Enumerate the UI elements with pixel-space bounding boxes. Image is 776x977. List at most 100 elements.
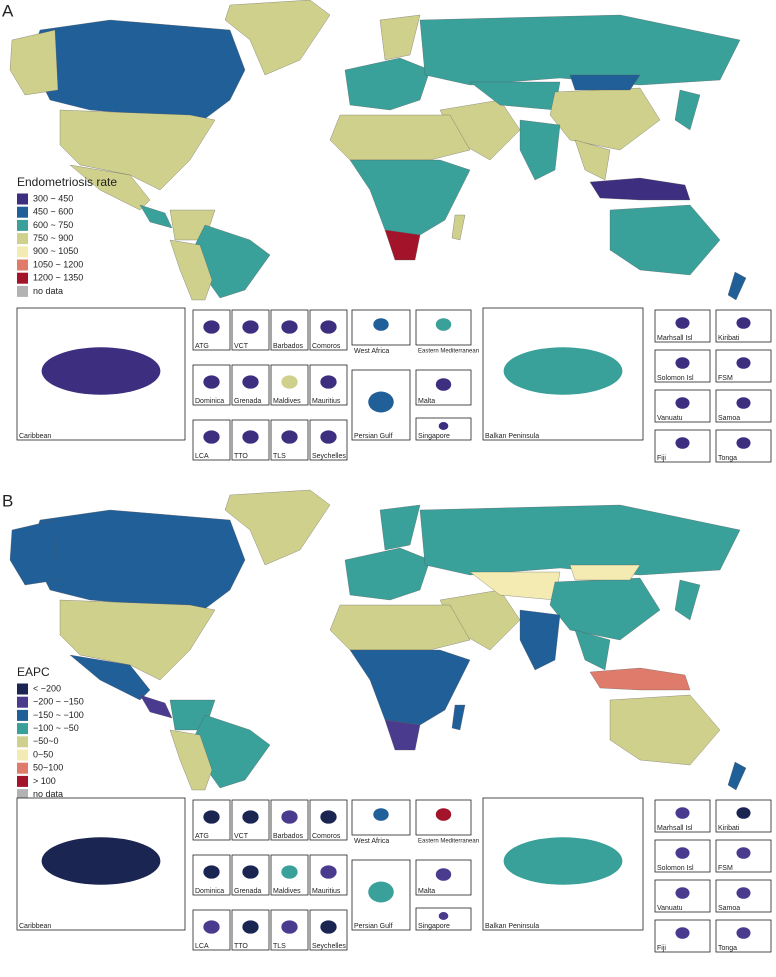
inset-land	[435, 808, 452, 821]
country	[224, 489, 331, 566]
inset-land	[203, 865, 220, 879]
country	[329, 114, 471, 161]
legend-label: −150 ~ −100	[33, 710, 84, 720]
inset-land	[373, 318, 389, 331]
inset-land	[438, 422, 449, 430]
inset-land	[242, 320, 259, 334]
inset-land	[675, 397, 690, 409]
inset-land	[736, 887, 751, 899]
inset-label: Solomon Isl	[657, 865, 694, 872]
inset-box	[351, 369, 411, 441]
inset-label: Mauritius	[312, 398, 341, 405]
inset-label: ATG	[195, 833, 209, 840]
inset-label: Samoa	[718, 415, 740, 422]
country	[349, 649, 471, 726]
inset-label: Kiribati	[718, 825, 740, 832]
legend-label: 1200 ~ 1350	[33, 273, 83, 283]
inset-label: Vanuatu	[657, 415, 683, 422]
country	[419, 14, 741, 86]
legend-swatch	[17, 683, 28, 695]
legend-label: 450 ~ 600	[33, 207, 73, 217]
inset-label: Fiji	[657, 945, 666, 952]
country	[569, 564, 641, 581]
inset-label: Malta	[418, 398, 435, 405]
inset-label: Marhsall Isl	[657, 825, 693, 832]
inset-land	[435, 318, 452, 331]
inset-land	[203, 375, 220, 389]
legend-label: −100 ~ −50	[33, 723, 79, 733]
inset-land	[281, 810, 298, 824]
country	[69, 164, 151, 211]
inset-label: Maldives	[273, 398, 301, 405]
country	[139, 204, 173, 229]
panel-label: A	[2, 1, 14, 20]
legend-title: EAPC	[17, 665, 50, 679]
country	[674, 579, 701, 621]
inset-land	[675, 887, 690, 899]
country	[329, 604, 471, 651]
inset-land	[242, 810, 259, 824]
inset-label: Balkan Peninsula	[485, 923, 539, 930]
inset-label: Eastern Mediterranean	[418, 349, 479, 355]
inset-land	[320, 920, 337, 934]
inset-land	[320, 810, 337, 824]
legend-swatch	[17, 723, 28, 735]
country	[519, 609, 561, 671]
country	[379, 14, 421, 61]
inset-land	[736, 317, 751, 329]
inset-label: Vanuatu	[657, 905, 683, 912]
inset-land	[373, 808, 389, 821]
country	[549, 577, 661, 641]
inset-label: Persian Gulf	[354, 433, 393, 440]
country	[589, 177, 691, 201]
country	[609, 694, 721, 766]
inset-land	[281, 920, 298, 934]
legend-swatch	[17, 233, 28, 245]
inset-label: Solomon Isl	[657, 375, 694, 382]
country	[344, 57, 431, 111]
inset-land	[281, 430, 298, 444]
inset-label: TTO	[234, 943, 248, 950]
inset-label: Balkan Peninsula	[485, 433, 539, 440]
country	[419, 504, 741, 576]
inset-label: TLS	[273, 943, 286, 950]
inset-land	[281, 375, 298, 389]
legend-label: 900 ~ 1050	[33, 246, 78, 256]
legend-label: < −200	[33, 683, 61, 693]
inset-label: Kiribati	[718, 335, 740, 342]
legend-label: 50~100	[33, 763, 63, 773]
inset-label: Persian Gulf	[354, 923, 393, 930]
country	[224, 0, 331, 76]
country	[569, 74, 641, 91]
inset-label: Caribbean	[19, 923, 51, 930]
country	[169, 239, 213, 301]
inset-land	[675, 807, 690, 819]
inset-label: LCA	[195, 943, 209, 950]
legend-swatch	[17, 696, 28, 708]
country	[574, 139, 611, 181]
inset-land	[503, 837, 623, 885]
inset-land	[242, 920, 259, 934]
inset-label: West Africa	[354, 348, 389, 355]
country	[139, 694, 173, 719]
inset-land	[320, 320, 337, 334]
legend-label: −50~0	[33, 736, 59, 746]
inset-land	[281, 320, 298, 334]
country	[609, 204, 721, 276]
inset-label: Seychelles	[312, 453, 346, 460]
country	[384, 229, 421, 261]
inset-land	[320, 375, 337, 389]
inset-label: Marhsall Isl	[657, 335, 693, 342]
inset-label: Grenada	[234, 398, 261, 405]
inset-land	[736, 357, 751, 369]
inset-label: FSM	[718, 865, 733, 872]
legend-label: 600 ~ 750	[33, 220, 73, 230]
inset-label: Grenada	[234, 888, 261, 895]
legend-swatch	[17, 709, 28, 721]
legend-swatch	[17, 789, 28, 801]
inset-label: Seychelles	[312, 943, 346, 950]
legend-label: 1050 ~ 1200	[33, 259, 83, 269]
inset-label: Dominica	[195, 398, 224, 405]
inset-land	[368, 391, 394, 413]
inset-label: TLS	[273, 453, 286, 460]
